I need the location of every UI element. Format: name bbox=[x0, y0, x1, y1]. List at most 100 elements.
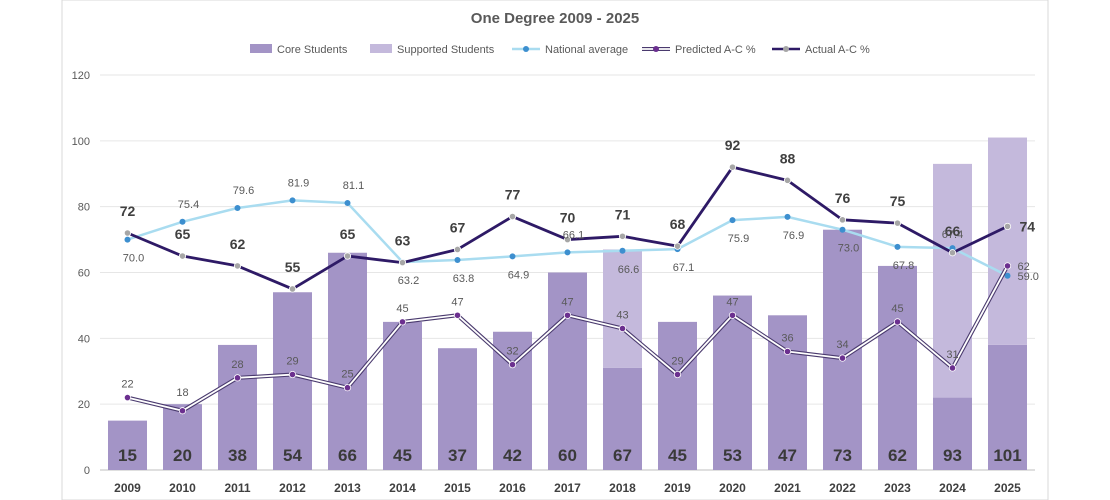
label-predicted: 43 bbox=[616, 309, 628, 321]
label-actual: 74 bbox=[1020, 218, 1036, 234]
label-national-average: 67.8 bbox=[893, 260, 914, 272]
point-predicted bbox=[783, 347, 792, 356]
bar-total-label: 47 bbox=[778, 446, 797, 465]
bar-total-label: 93 bbox=[943, 446, 962, 465]
y-tick-label: 80 bbox=[78, 202, 90, 214]
label-national-average: 73.0 bbox=[838, 243, 859, 255]
label-predicted: 36 bbox=[781, 333, 793, 345]
point-predicted bbox=[508, 361, 517, 369]
bar-total-label: 45 bbox=[393, 446, 412, 465]
point-predicted bbox=[618, 324, 627, 333]
label-predicted: 22 bbox=[121, 379, 133, 391]
label-actual: 63 bbox=[395, 233, 411, 249]
legend-label: Predicted A-C % bbox=[675, 44, 756, 56]
x-tick-label: 2012 bbox=[279, 481, 306, 495]
legend-label: Supported Students bbox=[397, 44, 495, 56]
point-actual bbox=[948, 249, 957, 257]
point-national-average bbox=[509, 253, 516, 260]
label-actual: 68 bbox=[670, 216, 686, 232]
bar-total-label: 37 bbox=[448, 446, 467, 465]
label-actual: 77 bbox=[505, 187, 521, 203]
bar-total-label: 60 bbox=[558, 446, 577, 465]
x-tick-label: 2013 bbox=[334, 481, 361, 495]
bar-core-students bbox=[878, 265, 917, 470]
label-predicted: 34 bbox=[836, 339, 848, 351]
x-tick-label: 2018 bbox=[609, 481, 636, 495]
label-national-average: 59.0 bbox=[1018, 271, 1039, 283]
point-predicted bbox=[233, 374, 242, 382]
point-predicted bbox=[178, 407, 187, 415]
point-predicted bbox=[728, 311, 737, 319]
label-actual: 55 bbox=[285, 259, 301, 275]
label-national-average: 66.6 bbox=[618, 264, 639, 276]
x-tick-label: 2025 bbox=[994, 481, 1021, 495]
label-national-average: 75.9 bbox=[728, 233, 749, 245]
point-actual bbox=[728, 163, 737, 171]
bar-core-students bbox=[933, 397, 972, 470]
label-actual: 71 bbox=[615, 206, 631, 222]
point-predicted bbox=[893, 318, 902, 326]
label-national-average: 70.0 bbox=[123, 253, 144, 265]
point-predicted bbox=[288, 370, 297, 379]
legend: Core Students Supported Students National … bbox=[250, 44, 870, 56]
point-national-average bbox=[289, 197, 296, 204]
legend-label: Actual A-C % bbox=[805, 44, 870, 56]
point-actual bbox=[838, 216, 847, 224]
label-national-average: 63.8 bbox=[453, 273, 474, 285]
label-national-average: 66.1 bbox=[563, 229, 584, 241]
bar-supported-students bbox=[933, 163, 972, 398]
x-tick-label: 2016 bbox=[499, 481, 526, 495]
label-actual: 62 bbox=[230, 236, 246, 252]
bar-core-students bbox=[273, 292, 312, 470]
x-tick-label: 2022 bbox=[829, 481, 856, 495]
label-national-average: 81.1 bbox=[343, 180, 364, 192]
y-tick-label: 120 bbox=[72, 70, 90, 82]
point-actual bbox=[673, 242, 682, 250]
x-tick-label: 2024 bbox=[939, 481, 966, 495]
point-actual bbox=[398, 259, 407, 267]
legend-marker bbox=[653, 46, 659, 52]
label-predicted: 31 bbox=[946, 349, 958, 361]
legend-swatch bbox=[370, 44, 392, 53]
bar-total-label: 67 bbox=[613, 446, 632, 465]
x-tick-label: 2020 bbox=[719, 481, 746, 495]
x-tick-label: 2011 bbox=[224, 481, 250, 495]
label-actual: 70 bbox=[560, 210, 576, 226]
legend-marker bbox=[783, 46, 789, 52]
label-predicted: 32 bbox=[506, 346, 518, 358]
label-predicted: 28 bbox=[231, 359, 243, 371]
y-tick-label: 60 bbox=[78, 268, 90, 280]
label-predicted: 47 bbox=[561, 296, 573, 308]
bars bbox=[108, 137, 1027, 470]
label-predicted: 18 bbox=[176, 387, 188, 399]
point-national-average bbox=[619, 247, 626, 254]
x-tick-label: 2014 bbox=[389, 481, 416, 495]
bar-total-label: 73 bbox=[833, 446, 852, 465]
label-actual: 67 bbox=[450, 219, 466, 235]
point-actual bbox=[343, 252, 352, 260]
point-predicted bbox=[563, 311, 572, 319]
point-actual bbox=[1003, 222, 1012, 231]
bar-total-label: 101 bbox=[993, 446, 1021, 465]
point-national-average bbox=[344, 200, 351, 207]
label-actual: 66 bbox=[945, 223, 961, 239]
label-actual: 65 bbox=[340, 226, 356, 242]
bar-total-label: 62 bbox=[888, 446, 907, 465]
bar-total-label: 38 bbox=[228, 446, 247, 465]
label-predicted: 29 bbox=[286, 356, 298, 368]
point-actual bbox=[893, 219, 902, 227]
x-tick-label: 2017 bbox=[554, 481, 581, 495]
point-national-average bbox=[784, 213, 791, 220]
legend-marker bbox=[523, 46, 529, 52]
point-actual bbox=[453, 245, 462, 254]
bar-core-students bbox=[988, 344, 1027, 470]
bar-total-label: 42 bbox=[503, 446, 522, 465]
label-national-average: 67.1 bbox=[673, 262, 694, 274]
bar-total-label: 45 bbox=[668, 446, 687, 465]
point-national-average bbox=[729, 217, 736, 224]
bar-core-students bbox=[658, 321, 697, 470]
bar-core-students bbox=[383, 321, 422, 470]
label-actual: 75 bbox=[890, 193, 906, 209]
